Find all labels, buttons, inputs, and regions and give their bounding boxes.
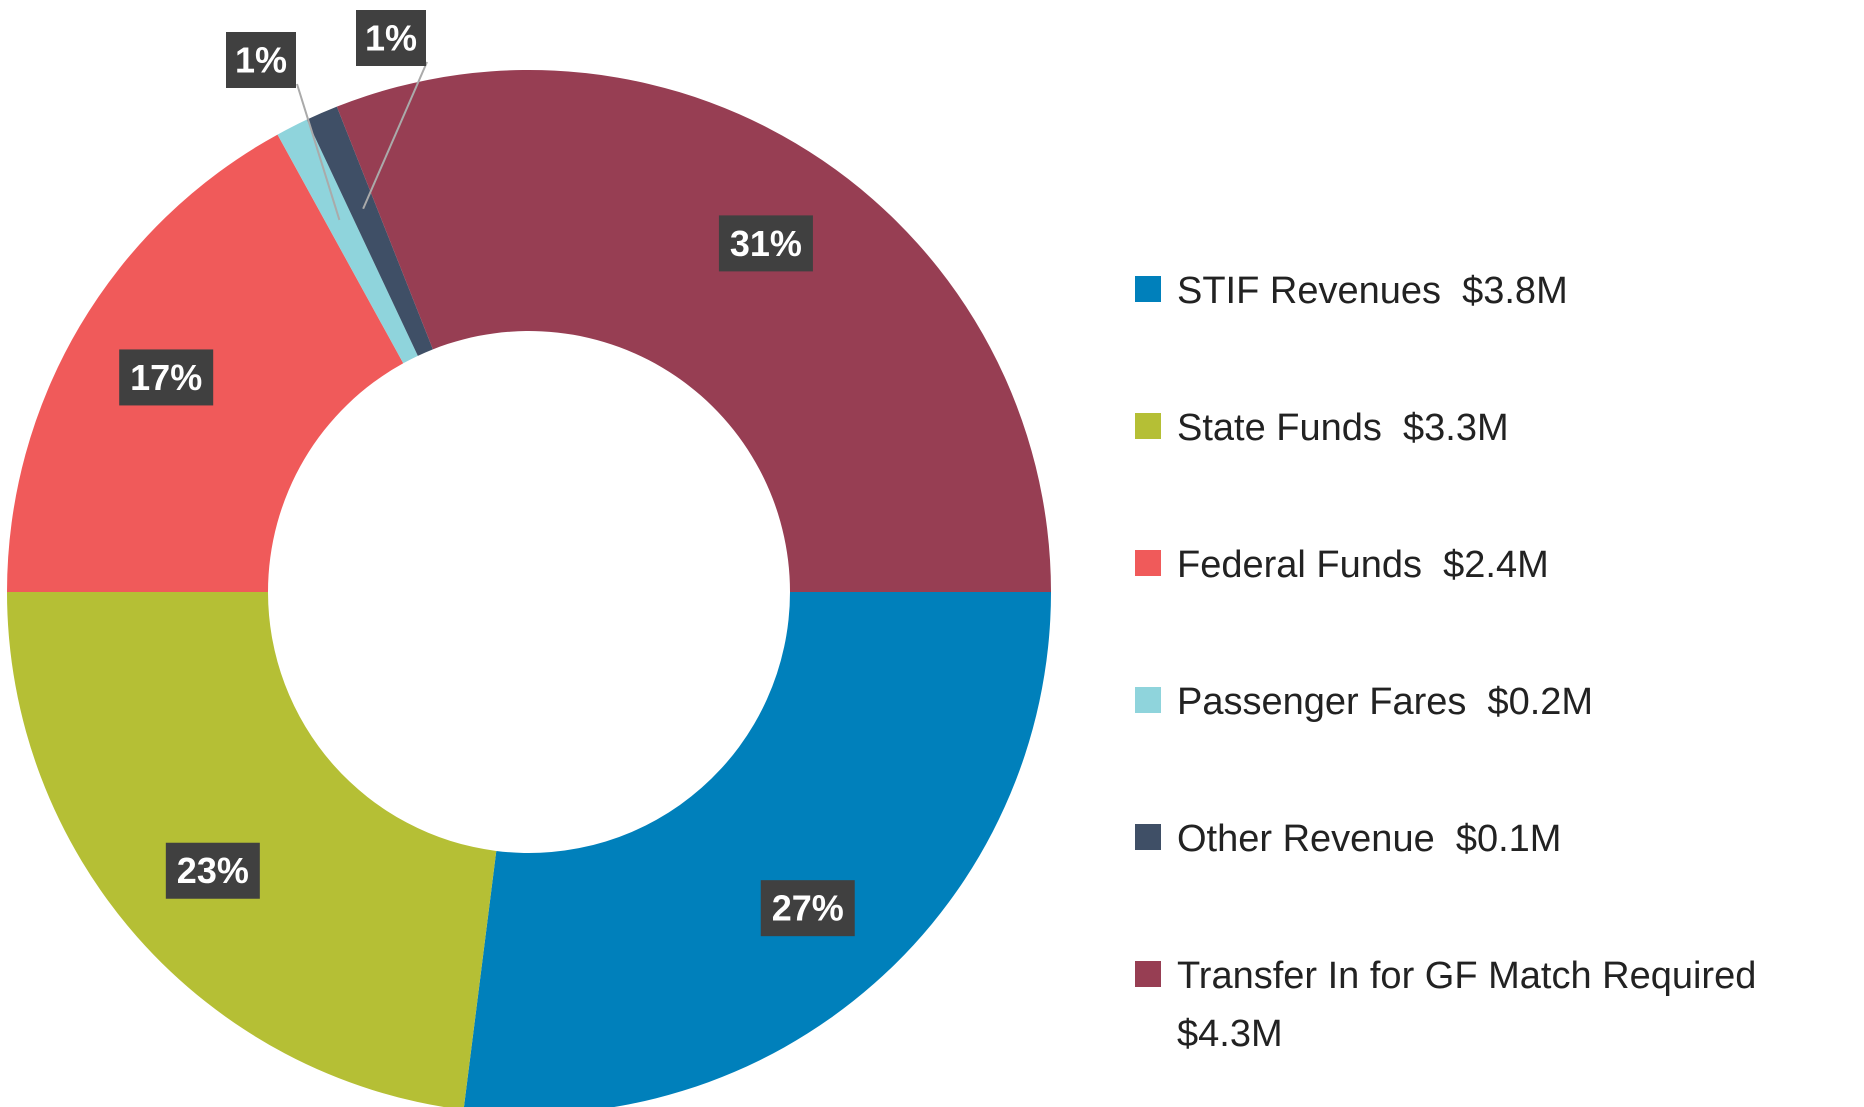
data-label-box <box>165 842 260 899</box>
data-label-box <box>718 215 813 272</box>
data-label: 1% <box>235 40 287 81</box>
legend-swatch <box>1135 550 1161 576</box>
data-label: 27% <box>772 888 844 929</box>
legend-swatch <box>1135 961 1161 987</box>
slice <box>306 106 433 356</box>
slice <box>277 119 418 364</box>
data-label-box <box>226 32 296 88</box>
legend-label: STIF Revenues $3.8M <box>1177 270 1568 312</box>
legend-label: Passenger Fares $0.2M <box>1177 681 1594 723</box>
legend-swatch <box>1135 824 1161 850</box>
legend-label: Federal Funds $2.4M <box>1177 544 1549 586</box>
legend-swatch <box>1135 276 1161 302</box>
slice <box>336 70 1051 593</box>
data-label: 1% <box>365 18 417 59</box>
data-label: 17% <box>130 357 202 398</box>
legend-label: State Funds $3.3M <box>1177 407 1509 449</box>
legend-label: Other Revenue $0.1M <box>1177 818 1562 860</box>
legend-swatch <box>1135 687 1161 713</box>
data-label: 31% <box>730 223 802 264</box>
data-label: 23% <box>177 850 249 891</box>
legend-label: Transfer In for GF Match Required $4.3M <box>1177 955 1767 1055</box>
leader-line <box>362 61 428 210</box>
slice <box>463 592 1051 1107</box>
data-label-box <box>119 349 214 406</box>
legend-swatch <box>1135 413 1161 439</box>
data-label-box <box>760 880 855 937</box>
leader-line <box>296 83 341 221</box>
data-label-box <box>356 10 426 66</box>
